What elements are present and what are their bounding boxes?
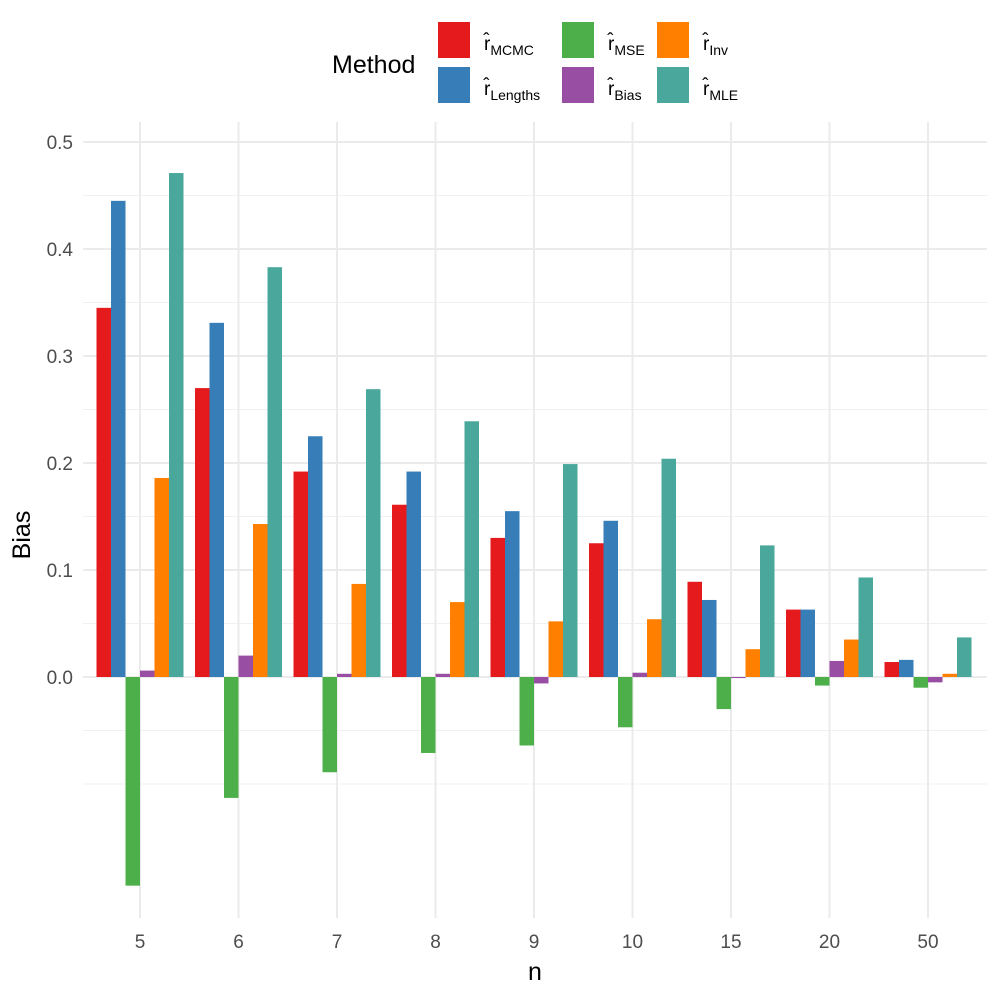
bar-bias-n6: [238, 655, 253, 677]
bar-inv-n7: [351, 583, 366, 677]
bar-bias-n9: [534, 677, 549, 684]
bar-lengths-n50: [899, 659, 914, 677]
bar-inv-n9: [548, 621, 563, 677]
y-tick-label: 0.2: [47, 454, 73, 475]
bar-mle-n15: [760, 545, 775, 677]
bar-mcmc-n20: [786, 609, 801, 677]
bar-mcmc-n7: [293, 471, 308, 677]
bar-lengths-n5: [111, 200, 126, 677]
bar-mse-n9: [519, 677, 534, 746]
bar-inv-n8: [450, 602, 465, 677]
x-tick-label: 20: [819, 932, 840, 953]
legend-swatch-inv: [657, 22, 689, 58]
bar-mle-n8: [464, 421, 479, 677]
bar-mse-n5: [125, 677, 140, 886]
bar-lengths-n10: [603, 520, 618, 677]
bar-mse-n10: [618, 677, 633, 728]
y-tick-label: 0.5: [47, 133, 73, 154]
x-tick-label: 50: [917, 932, 938, 953]
bar-mcmc-n6: [195, 388, 210, 677]
bar-mse-n6: [224, 677, 239, 798]
bar-bias-n15: [731, 677, 746, 679]
bar-mcmc-n50: [884, 662, 899, 677]
bar-bias-n20: [829, 660, 844, 677]
bar-mcmc-n10: [589, 543, 604, 677]
y-tick-label: 0.0: [47, 668, 73, 689]
bar-mse-n20: [815, 677, 830, 686]
bar-mcmc-n15: [687, 581, 702, 677]
x-tick-label: 9: [529, 932, 540, 953]
bar-lengths-n8: [406, 471, 421, 677]
y-tick-label: 0.1: [47, 561, 73, 582]
legend-label-mse: r̂MSE: [606, 32, 644, 58]
bar-inv-n50: [942, 673, 957, 677]
legend-swatch-mse: [562, 22, 594, 58]
bar-mse-n15: [716, 677, 731, 710]
bar-mse-n8: [421, 677, 436, 753]
legend: Method r̂MCMC r̂MSE r̂Inv r̂Lengths r̂Bias r̂…: [332, 22, 738, 103]
x-tick-label: 15: [720, 932, 741, 953]
legend-label-bias: r̂Bias: [606, 77, 641, 103]
bar-inv-n6: [253, 523, 268, 677]
bar-mle-n7: [366, 389, 381, 677]
legend-label-lengths: r̂Lengths: [482, 77, 540, 103]
bar-bias-n5: [140, 670, 155, 677]
x-tick-label: 8: [430, 932, 441, 953]
y-tick-label: 0.3: [47, 347, 73, 368]
x-tick-label: 6: [233, 932, 244, 953]
x-tick-label: 5: [135, 932, 146, 953]
y-axis-ticks: 0.0 0.1 0.2 0.3 0.4 0.5: [47, 133, 74, 689]
legend-label-mle: r̂MLE: [701, 77, 738, 103]
x-axis-title: n: [528, 958, 542, 986]
bar-mcmc-n8: [392, 504, 407, 677]
bar-lengths-n15: [702, 599, 717, 677]
bar-mse-n50: [913, 677, 928, 688]
y-tick-label: 0.4: [47, 240, 74, 261]
bar-bias-n8: [435, 673, 450, 677]
bar-inv-n5: [154, 477, 169, 677]
x-tick-label: 10: [622, 932, 643, 953]
bar-lengths-n6: [209, 322, 224, 677]
legend-title: Method: [332, 51, 415, 79]
bar-bias-n7: [337, 673, 352, 677]
legend-swatch-mle: [657, 67, 689, 103]
bar-mse-n7: [322, 677, 337, 773]
bar-lengths-n9: [505, 511, 520, 677]
bar-mle-n10: [661, 458, 676, 677]
bar-bias-n10: [632, 672, 647, 677]
legend-swatch-mcmc: [438, 22, 470, 58]
bar-mle-n50: [957, 637, 972, 677]
bar-mle-n5: [169, 173, 184, 677]
bars: [96, 173, 972, 886]
bar-lengths-n20: [800, 609, 815, 677]
x-axis-ticks: 5 6 7 8 9 10 15 20 50: [135, 932, 939, 953]
bar-mle-n9: [563, 464, 578, 677]
legend-label-mcmc: r̂MCMC: [482, 32, 534, 58]
x-tick-label: 7: [332, 932, 343, 953]
legend-swatch-lengths: [438, 67, 470, 103]
bar-inv-n20: [844, 639, 859, 677]
bar-bias-n50: [928, 677, 943, 683]
bar-mle-n6: [267, 267, 282, 677]
bar-lengths-n7: [308, 436, 323, 677]
bar-inv-n15: [745, 649, 760, 677]
y-axis-title: Bias: [8, 511, 36, 560]
bar-mcmc-n5: [96, 307, 111, 677]
legend-label-inv: r̂Inv: [701, 32, 728, 58]
bar-inv-n10: [647, 619, 662, 677]
legend-swatch-bias: [562, 67, 594, 103]
bar-mle-n20: [858, 577, 873, 677]
bar-mcmc-n9: [490, 537, 505, 677]
